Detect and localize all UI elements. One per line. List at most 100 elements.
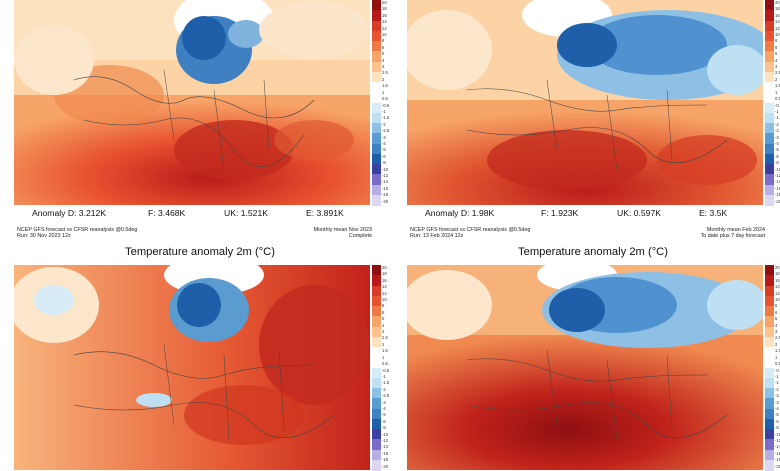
scale-tick-label: -14 (775, 179, 780, 185)
scale-tick-label: 0.5 (382, 361, 388, 367)
scale-tick-label: 1 (775, 89, 778, 95)
scale-tick-label: -14 (775, 444, 780, 450)
scale-tick-label: -20 (775, 463, 780, 469)
run-info: NCEP GFS forecast vs CFSR reanalysis @0.… (17, 227, 137, 240)
scale-tick-label: -1 (382, 373, 386, 379)
scale-tick-label: -6 (382, 153, 386, 159)
scale-tick-label: -2.5 (382, 393, 390, 399)
scale-tick-label: -3 (382, 134, 386, 140)
anomaly-map (407, 0, 763, 205)
scale-tick-label: 2 (382, 341, 385, 347)
scale-tick-label: 0.5 (775, 361, 780, 367)
scale-tick-label: -14 (382, 179, 389, 185)
scale-tick-label: -10 (775, 431, 780, 437)
scale-tick-label: -6 (775, 153, 779, 159)
scale-tick-label: 16 (775, 12, 780, 18)
scale-tick-label: 2.5 (775, 70, 780, 76)
scale-tick-label: 5 (775, 51, 778, 57)
scale-tick-label: -1.5 (382, 115, 390, 121)
scale-tick-label: 12 (382, 25, 387, 31)
anomaly-f: F: 1.923K (541, 208, 579, 218)
scale-tick-label: -5 (775, 147, 779, 153)
scale-tick-label: -14 (382, 444, 389, 450)
scale-tick-label: 14 (382, 19, 387, 25)
scale-tick-label: -2.5 (382, 128, 390, 134)
scale-tick-label: 1 (775, 354, 778, 360)
scale-tick-label: -6 (775, 418, 779, 424)
anomaly-map (407, 265, 763, 470)
anomaly-uk: UK: 1.521K (224, 208, 268, 218)
scale-tick-label: 12 (775, 25, 780, 31)
scale-tick-label: 12 (775, 290, 780, 296)
scale-tick-label: 10 (382, 32, 387, 38)
scale-tick-label: -2 (775, 121, 779, 127)
scale-tick-label: -12 (382, 437, 389, 443)
scale-tick-label: 8 (775, 38, 778, 44)
anomaly-e: E: 3.891K (306, 208, 344, 218)
scale-tick-label: -3 (382, 399, 386, 405)
scale-tick-label: -12 (775, 437, 780, 443)
period-info: Monthly mean Nov 2023 Complete (314, 227, 372, 240)
scale-tick-label: 5 (382, 51, 385, 57)
scale-tick-label: 20 (382, 265, 387, 270)
scale-tick-label: -16 (382, 450, 389, 456)
scale-tick-label: -12 (382, 172, 389, 178)
scale-tick-label: 8 (382, 303, 385, 309)
source-line: NCEP GFS forecast vs CFSR reanalysis @0.… (410, 227, 531, 233)
run-line: Run: 13 Feb 2024 12z (410, 233, 464, 240)
scale-tick-label: -4 (775, 405, 779, 411)
scale-tick-label: 10 (775, 297, 780, 303)
scale-tick-label: 8 (775, 303, 778, 309)
scale-tick-label: 18 (775, 271, 780, 277)
scale-tick-label: -20 (382, 463, 389, 469)
scale-tick-label: -2.5 (775, 128, 780, 134)
scale-tick-label: 14 (382, 284, 387, 290)
scale-tick-label: -1 (775, 108, 779, 114)
anomaly-map (14, 0, 370, 205)
scale-tick-label: -10 (382, 431, 389, 437)
scale-tick-label: -1 (382, 108, 386, 114)
scale-tick-label: 6 (382, 309, 385, 315)
scale-tick-label: 1 (382, 354, 385, 360)
map-title: Temperature anomaly 2m (°C) (518, 246, 668, 258)
scale-tick-label: 8 (382, 38, 385, 44)
scale-tick-label: -10 (382, 166, 389, 172)
scale-tick-label: 6 (775, 44, 778, 50)
scale-tick-label: -4 (382, 140, 386, 146)
scale-tick-label: 20 (775, 0, 780, 5)
scale-tick-label: 16 (382, 277, 387, 283)
scale-tick-label: 18 (382, 271, 387, 277)
anomaly-d: Anomaly D: 1.98K (425, 208, 495, 218)
scale-tick-label: -0.5 (382, 102, 390, 108)
scale-tick-label: 16 (775, 277, 780, 283)
scale-tick-label: 2 (775, 341, 778, 347)
scale-tick-label: -2 (382, 386, 386, 392)
scale-tick-label: 20 (382, 0, 387, 5)
scale-tick-label: 3 (382, 64, 385, 70)
scale-tick-label: 18 (382, 6, 387, 12)
anomaly-d: Anomaly D: 3.212K (32, 208, 107, 218)
scale-tick-label: -8 (775, 160, 779, 166)
scale-tick-label: -4 (775, 140, 779, 146)
scale-tick-label: -16 (382, 185, 389, 191)
scale-tick-label: 2 (382, 76, 385, 82)
scale-tick-label: 2 (775, 76, 778, 82)
scale-tick-label: -10 (775, 166, 780, 172)
scale-tick-label: -1.5 (382, 380, 390, 386)
scale-tick-label: -6 (382, 418, 386, 424)
run-info: NCEP GFS forecast vs CFSR reanalysis @0.… (410, 227, 530, 240)
scale-tick-label: -0.5 (775, 367, 780, 373)
anomaly-uk: UK: 0.597K (617, 208, 661, 218)
scale-tick-label: 5 (382, 316, 385, 322)
scale-tick-label: -0.5 (382, 367, 390, 373)
scale-tick-label: -12 (775, 172, 780, 178)
scale-tick-label: 12 (382, 290, 387, 296)
scale-tick-label: -18 (382, 457, 389, 463)
scale-tick-label: -16 (775, 185, 780, 191)
color-scale-bar (372, 265, 381, 471)
color-scale-bar (765, 265, 774, 471)
color-scale-ticks: 201816141210865432.521.510.5-0.5-1-1.5-2… (775, 0, 780, 205)
scale-tick-label: 10 (775, 32, 780, 38)
scale-tick-label: 1.5 (382, 83, 388, 89)
